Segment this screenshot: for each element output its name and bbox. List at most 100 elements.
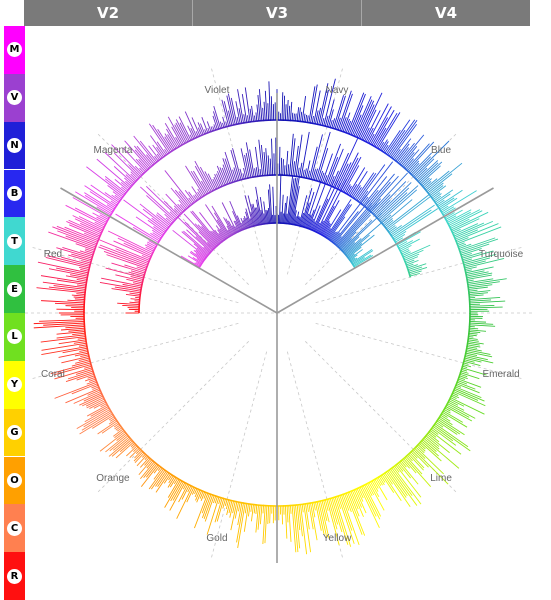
ring-4-bar bbox=[237, 89, 244, 124]
ring-4-bar bbox=[460, 372, 480, 380]
ring-3-bar bbox=[141, 254, 151, 260]
ring-4-bar bbox=[110, 200, 118, 206]
ring-4-baseline bbox=[428, 425, 434, 433]
ring-4-baseline bbox=[449, 391, 455, 399]
ring-4-bar bbox=[440, 205, 449, 212]
ring-3-bar bbox=[372, 194, 391, 214]
ring-4-bar bbox=[58, 351, 88, 358]
ring-3-baseline bbox=[138, 293, 142, 299]
ring-3-bar bbox=[132, 282, 143, 285]
ring-4-bar bbox=[334, 95, 346, 130]
ring-3-bar bbox=[342, 156, 362, 192]
ring-4-bar bbox=[447, 403, 476, 419]
ring-3-bar bbox=[282, 159, 284, 176]
sidebar-item-c[interactable]: C bbox=[4, 504, 25, 553]
ring-4-baseline bbox=[216, 495, 225, 500]
ring-3-bar bbox=[370, 172, 408, 213]
ring-3-baseline bbox=[398, 247, 402, 254]
ring-4-bar bbox=[318, 83, 329, 125]
ring-4-bar bbox=[104, 152, 137, 182]
ring-4-bar bbox=[336, 117, 341, 130]
ring-4-bar bbox=[69, 274, 88, 279]
ring-4-bar bbox=[155, 470, 167, 487]
ring-2-bar bbox=[213, 212, 230, 237]
ring-4-bar bbox=[376, 112, 398, 148]
ring-2-bar bbox=[313, 198, 329, 231]
ring-2-baseline bbox=[205, 254, 209, 259]
ring-4-bar bbox=[466, 271, 489, 277]
ring-2-bar bbox=[192, 256, 203, 264]
ring-2-bar bbox=[183, 213, 216, 248]
sector-label: Blue bbox=[431, 145, 451, 156]
ring-3-bar bbox=[99, 244, 149, 264]
ring-4-bar bbox=[442, 412, 468, 428]
sidebar-item-b[interactable]: B bbox=[4, 169, 25, 218]
ring-4-bar bbox=[214, 496, 218, 504]
sidebar-item-o[interactable]: O bbox=[4, 456, 25, 505]
ring-4-bar bbox=[409, 162, 420, 174]
ring-4-bar bbox=[65, 305, 85, 307]
ring-2-bar bbox=[332, 211, 359, 244]
ring-3-bar bbox=[383, 218, 393, 226]
ring-3-bar bbox=[107, 230, 154, 254]
ring-4-baseline bbox=[466, 279, 470, 287]
ring-4-bar bbox=[126, 445, 138, 457]
ring-4-bar bbox=[52, 226, 97, 245]
sidebar-item-n[interactable]: N bbox=[4, 121, 25, 170]
ring-4-bar bbox=[414, 447, 426, 459]
ring-3-baseline bbox=[375, 216, 381, 222]
ring-2-bar bbox=[212, 230, 222, 243]
ring-4-baseline bbox=[88, 258, 93, 267]
ring-2-baseline bbox=[316, 231, 320, 235]
sidebar-item-v[interactable]: V bbox=[4, 73, 25, 122]
ring-4-bar bbox=[41, 342, 87, 351]
ring-4-bar bbox=[222, 116, 226, 128]
ring-2-bar bbox=[243, 218, 248, 229]
ring-4-bar bbox=[284, 104, 287, 121]
ring-4-bar bbox=[301, 504, 304, 513]
ring-4-baseline bbox=[303, 502, 311, 506]
ring-4-baseline bbox=[83, 292, 86, 300]
sidebar-item-e[interactable]: E bbox=[4, 265, 25, 313]
ring-3-bar bbox=[148, 240, 157, 246]
sidebar-item-t[interactable]: T bbox=[4, 217, 25, 266]
ring-4-bar bbox=[130, 173, 138, 181]
ring-4-bar bbox=[410, 451, 418, 459]
ring-3-bar bbox=[111, 288, 141, 294]
sidebar-item-r[interactable]: R bbox=[4, 552, 25, 600]
ring-4-bar bbox=[108, 419, 117, 425]
sidebar-item-l[interactable]: L bbox=[4, 313, 25, 361]
ring-3-bar bbox=[194, 165, 211, 193]
ring-4-bar bbox=[172, 481, 184, 501]
ring-3-bar bbox=[317, 147, 329, 182]
ring-4-baseline bbox=[378, 472, 386, 478]
ring-4-bar bbox=[447, 211, 471, 225]
sidebar-item-m[interactable]: M bbox=[4, 26, 25, 74]
ring-4-baseline bbox=[373, 145, 381, 151]
ring-4-bar bbox=[468, 290, 491, 294]
sidebar-item-g[interactable]: G bbox=[4, 408, 25, 457]
ring-4-bar bbox=[96, 206, 111, 216]
ring-3-bar bbox=[361, 196, 369, 205]
ring-4-bar bbox=[56, 225, 98, 243]
ring-4-baseline bbox=[323, 124, 332, 129]
ring-4-bar bbox=[181, 484, 190, 500]
ring-4-bar bbox=[464, 266, 477, 271]
sidebar-item-y[interactable]: Y bbox=[4, 360, 25, 409]
ring-4-bar bbox=[353, 489, 363, 508]
ring-3-bar bbox=[369, 202, 378, 212]
ring-3-baseline bbox=[300, 176, 307, 179]
ring-4-bar bbox=[446, 404, 470, 418]
ring-4-bar bbox=[125, 180, 132, 187]
ring-3-bar bbox=[339, 152, 359, 191]
ring-4-bar bbox=[79, 394, 103, 406]
ring-4-bar bbox=[80, 354, 89, 358]
ring-4-bar bbox=[466, 346, 478, 349]
ring-3-bar bbox=[364, 189, 379, 207]
ring-4-bar bbox=[415, 446, 444, 475]
ring-4-bar bbox=[398, 462, 412, 479]
ring-2-bar bbox=[338, 214, 371, 249]
ring-4-bar bbox=[464, 260, 486, 267]
ring-4-baseline bbox=[163, 151, 171, 158]
ring-3-bar bbox=[373, 181, 407, 215]
